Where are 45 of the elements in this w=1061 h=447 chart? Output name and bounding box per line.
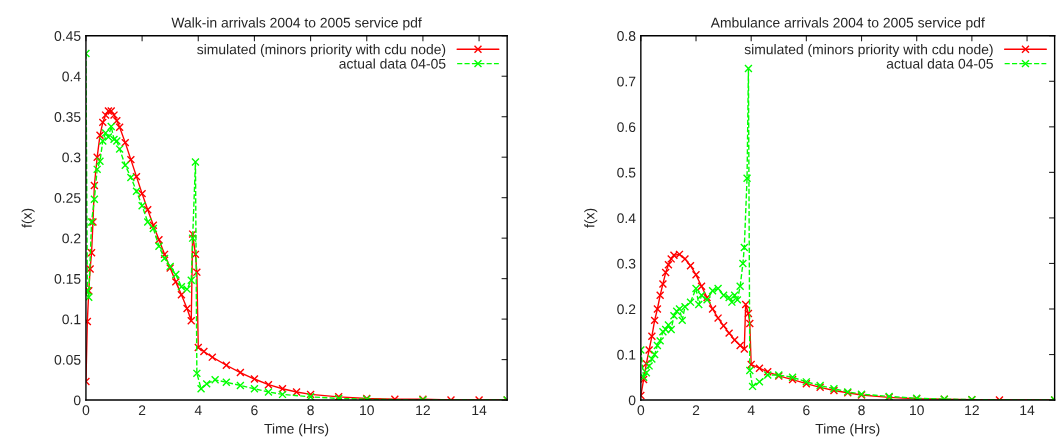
y-tick-label: 0 <box>73 395 81 406</box>
x-tick-label: 4 <box>747 405 755 415</box>
x-tick-label: 14 <box>472 405 487 415</box>
x-tick-label: 8 <box>307 405 314 416</box>
legend-label: simulated (minors priority with cdu node) <box>197 44 446 58</box>
y-tick-label: 0.05 <box>54 354 81 365</box>
y-tick-label: 0.35 <box>54 112 81 122</box>
x-tick-label: 6 <box>803 405 810 416</box>
x-tick-label: 12 <box>965 405 979 415</box>
legend-label: simulated (minors priority with cdu node) <box>744 44 993 58</box>
x-tick-label: 10 <box>910 405 924 416</box>
x-tick-label: 0 <box>637 405 645 416</box>
y-tick-label: 0.2 <box>617 304 636 315</box>
y-tick-label: 0.4 <box>62 71 81 82</box>
x-tick-label: 10 <box>360 405 374 416</box>
y-tick-label: 0.3 <box>617 258 636 269</box>
y-tick-label: 0.1 <box>617 349 636 360</box>
x-axis-title: Time (Hrs) <box>815 423 880 437</box>
y-tick-label: 0 <box>628 395 636 406</box>
y-axis-title: f(x) <box>584 208 598 228</box>
y-axis-title: f(x) <box>21 208 35 228</box>
y-tick-label: 0.45 <box>54 31 81 41</box>
y-tick-label: 0.15 <box>54 273 81 284</box>
x-axis-title: Time (Hrs) <box>264 423 329 437</box>
x-tick-label: 12 <box>416 405 430 415</box>
x-tick-label: 2 <box>138 405 146 415</box>
legend-label: actual data 04-05 <box>339 58 446 69</box>
y-tick-label: 0.6 <box>617 122 636 133</box>
legend-label: actual data 04-05 <box>886 58 993 69</box>
y-tick-label: 0.3 <box>62 152 81 163</box>
y-tick-label: 0.4 <box>617 213 636 224</box>
y-tick-label: 0.5 <box>617 167 636 178</box>
x-tick-label: 8 <box>858 405 865 416</box>
x-tick-label: 0 <box>82 405 90 416</box>
x-tick-label: 2 <box>692 405 700 415</box>
y-tick-label: 0.8 <box>617 31 636 41</box>
y-tick-label: 0.1 <box>62 314 81 325</box>
y-tick-label: 0.2 <box>62 233 81 244</box>
x-tick-label: 14 <box>1020 405 1035 415</box>
chart-title: Ambulance arrivals 2004 to 2005 service pdf <box>710 17 985 31</box>
x-tick-label: 6 <box>251 405 258 416</box>
y-tick-label: 0.25 <box>54 193 81 203</box>
chart-title: Walk-in arrivals 2004 to 2005 service pdf <box>171 17 422 31</box>
x-tick-label: 4 <box>194 405 202 415</box>
y-tick-label: 0.7 <box>617 76 636 87</box>
